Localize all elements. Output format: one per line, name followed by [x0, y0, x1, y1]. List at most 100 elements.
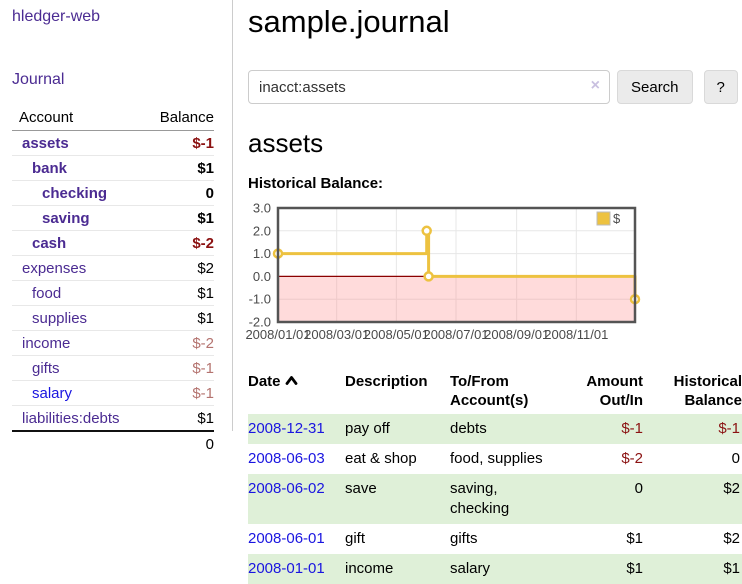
- search-input[interactable]: [248, 70, 610, 105]
- account-balance: $-1: [140, 355, 214, 381]
- register-col-date[interactable]: Date: [248, 368, 345, 414]
- accounts-col-balance: Balance: [140, 106, 214, 131]
- register-row: 2008-01-01 income salary $1 $1: [248, 554, 742, 584]
- svg-text:-1.0: -1.0: [249, 292, 271, 307]
- journal-link-label[interactable]: Journal: [12, 71, 65, 88]
- sidebar: hledger-web Journal Account Balance asse…: [0, 0, 233, 457]
- help-button[interactable]: ?: [703, 70, 738, 105]
- register-col-tofrom: To/From Account(s): [450, 373, 529, 410]
- sidebar-item-journal[interactable]: Journal: [12, 71, 214, 89]
- account-link[interactable]: supplies: [32, 309, 88, 327]
- register-col-date-label: Date: [248, 373, 281, 391]
- svg-text:0.0: 0.0: [253, 269, 271, 284]
- clear-search-icon[interactable]: ×: [590, 77, 600, 95]
- chart-wrap: 3.0 2.0 1.0 0.0 -1.0 -2.0 2008/01/01 2008/03/01…: [238, 200, 742, 354]
- accounts-table: Account Balance assets $-1 bank $1 checking 0…: [12, 106, 214, 457]
- main-content: sample.journal × Search ? assets Histori…: [233, 0, 742, 584]
- account-heading: assets: [248, 128, 324, 159]
- register-historical: $-1: [643, 414, 742, 445]
- register-date-cell: 2008-12-31: [248, 414, 345, 445]
- register-description: pay off: [345, 414, 450, 445]
- account-row: checking 0: [12, 180, 214, 206]
- register-rows: 2008-12-31 pay off debts $-1 $-1 2008-06-03 ea…: [248, 414, 742, 584]
- account-balance: $-2: [140, 230, 214, 256]
- svg-text:3.0: 3.0: [253, 201, 271, 216]
- register-historical: $1: [643, 554, 742, 584]
- register-accounts: gifts: [450, 530, 478, 548]
- total-spacer: [12, 430, 141, 457]
- register-header-row: Date Description To/From Account(s) Amou…: [248, 368, 742, 414]
- account-link[interactable]: salary: [32, 384, 73, 402]
- register-date-cell: 2008-06-02: [248, 474, 345, 525]
- account-link[interactable]: bank: [32, 159, 68, 177]
- account-balance: $1: [140, 155, 214, 181]
- date-link[interactable]: 2008-06-03: [248, 450, 325, 468]
- account-row: saving $1: [12, 205, 214, 231]
- account-link[interactable]: assets: [22, 134, 69, 152]
- account-link[interactable]: cash: [32, 234, 67, 252]
- search-input-wrap: ×: [248, 70, 610, 105]
- svg-text:2008/01/01: 2008/01/01: [245, 327, 310, 342]
- register-accounts: saving, checking: [450, 474, 563, 525]
- brand-label[interactable]: hledger-web: [12, 8, 101, 25]
- svg-text:-2.0: -2.0: [249, 315, 271, 330]
- svg-text:2008/11/01: 2008/11/01: [544, 327, 608, 342]
- register-date-cell: 2008-01-01: [248, 554, 345, 584]
- register-col-amount: Amount Out/In: [586, 373, 643, 410]
- account-row: food $1: [12, 280, 214, 306]
- register-amount: $-2: [621, 450, 643, 468]
- accounts-total-row: 0: [12, 430, 214, 457]
- account-link[interactable]: liabilities:debts: [22, 409, 120, 427]
- account-row: liabilities:debts $1: [12, 406, 214, 432]
- register-accounts: debts: [450, 414, 563, 445]
- date-link[interactable]: 2008-12-31: [248, 420, 325, 438]
- svg-text:2008/09/01: 2008/09/01: [484, 327, 549, 342]
- svg-text:2008/07/01: 2008/07/01: [423, 327, 488, 342]
- register-historical: $2: [643, 474, 742, 525]
- search-form: × Search ?: [248, 70, 742, 105]
- account-row: bank $1: [12, 155, 214, 181]
- account-row: assets $-1: [12, 130, 214, 156]
- account-link[interactable]: saving: [42, 209, 90, 227]
- account-balance: $1: [140, 205, 214, 231]
- register-description: income: [345, 554, 450, 584]
- accounts-header-row: Account Balance: [12, 106, 214, 131]
- register-row: 2008-12-31 pay off debts $-1 $-1: [248, 414, 742, 445]
- balance-chart: 3.0 2.0 1.0 0.0 -1.0 -2.02008/01/012008/03/01…: [245, 201, 641, 342]
- register-row: 2008-06-02 save saving, checking 0 $2: [248, 474, 742, 525]
- account-link[interactable]: income: [22, 334, 71, 352]
- register-description: eat & shop: [345, 450, 417, 468]
- register-row: 2008-06-01 gift gifts $1 $2: [248, 524, 742, 554]
- register-description: gift: [345, 530, 366, 548]
- register-historical: $2: [723, 530, 740, 548]
- account-balance: $1: [140, 280, 214, 306]
- account-row: expenses $2: [12, 255, 214, 281]
- account-row: cash $-2: [12, 230, 214, 256]
- account-balance: $1: [140, 305, 214, 331]
- account-link[interactable]: food: [32, 284, 62, 302]
- app-brand-link[interactable]: hledger-web: [12, 8, 214, 26]
- svg-text:2008/03/01: 2008/03/01: [304, 327, 369, 342]
- account-balance: 0: [140, 180, 214, 206]
- register-historical: 0: [731, 450, 740, 468]
- svg-text:$: $: [613, 211, 621, 226]
- account-link[interactable]: checking: [42, 184, 108, 202]
- register-col-historical: Historical Balance: [673, 373, 742, 410]
- register-accounts: food, supplies: [450, 450, 543, 468]
- account-link[interactable]: gifts: [32, 359, 60, 377]
- account-balance: $-1: [140, 380, 214, 406]
- accounts-col-account: Account: [12, 106, 141, 131]
- account-row: income $-2: [12, 330, 214, 356]
- date-link[interactable]: 2008-06-02: [248, 480, 325, 498]
- register-amount: $-1: [563, 414, 643, 445]
- account-link[interactable]: expenses: [22, 259, 87, 277]
- date-link[interactable]: 2008-01-01: [248, 560, 325, 578]
- date-link[interactable]: 2008-06-01: [248, 530, 325, 548]
- register-col-description: Description: [345, 373, 428, 391]
- search-button[interactable]: Search: [617, 70, 693, 105]
- chart-label: Historical Balance:: [248, 175, 384, 193]
- svg-text:2008/05/01: 2008/05/01: [364, 327, 429, 342]
- register-date-cell: 2008-06-03: [248, 444, 345, 474]
- account-balance: $-2: [140, 330, 214, 356]
